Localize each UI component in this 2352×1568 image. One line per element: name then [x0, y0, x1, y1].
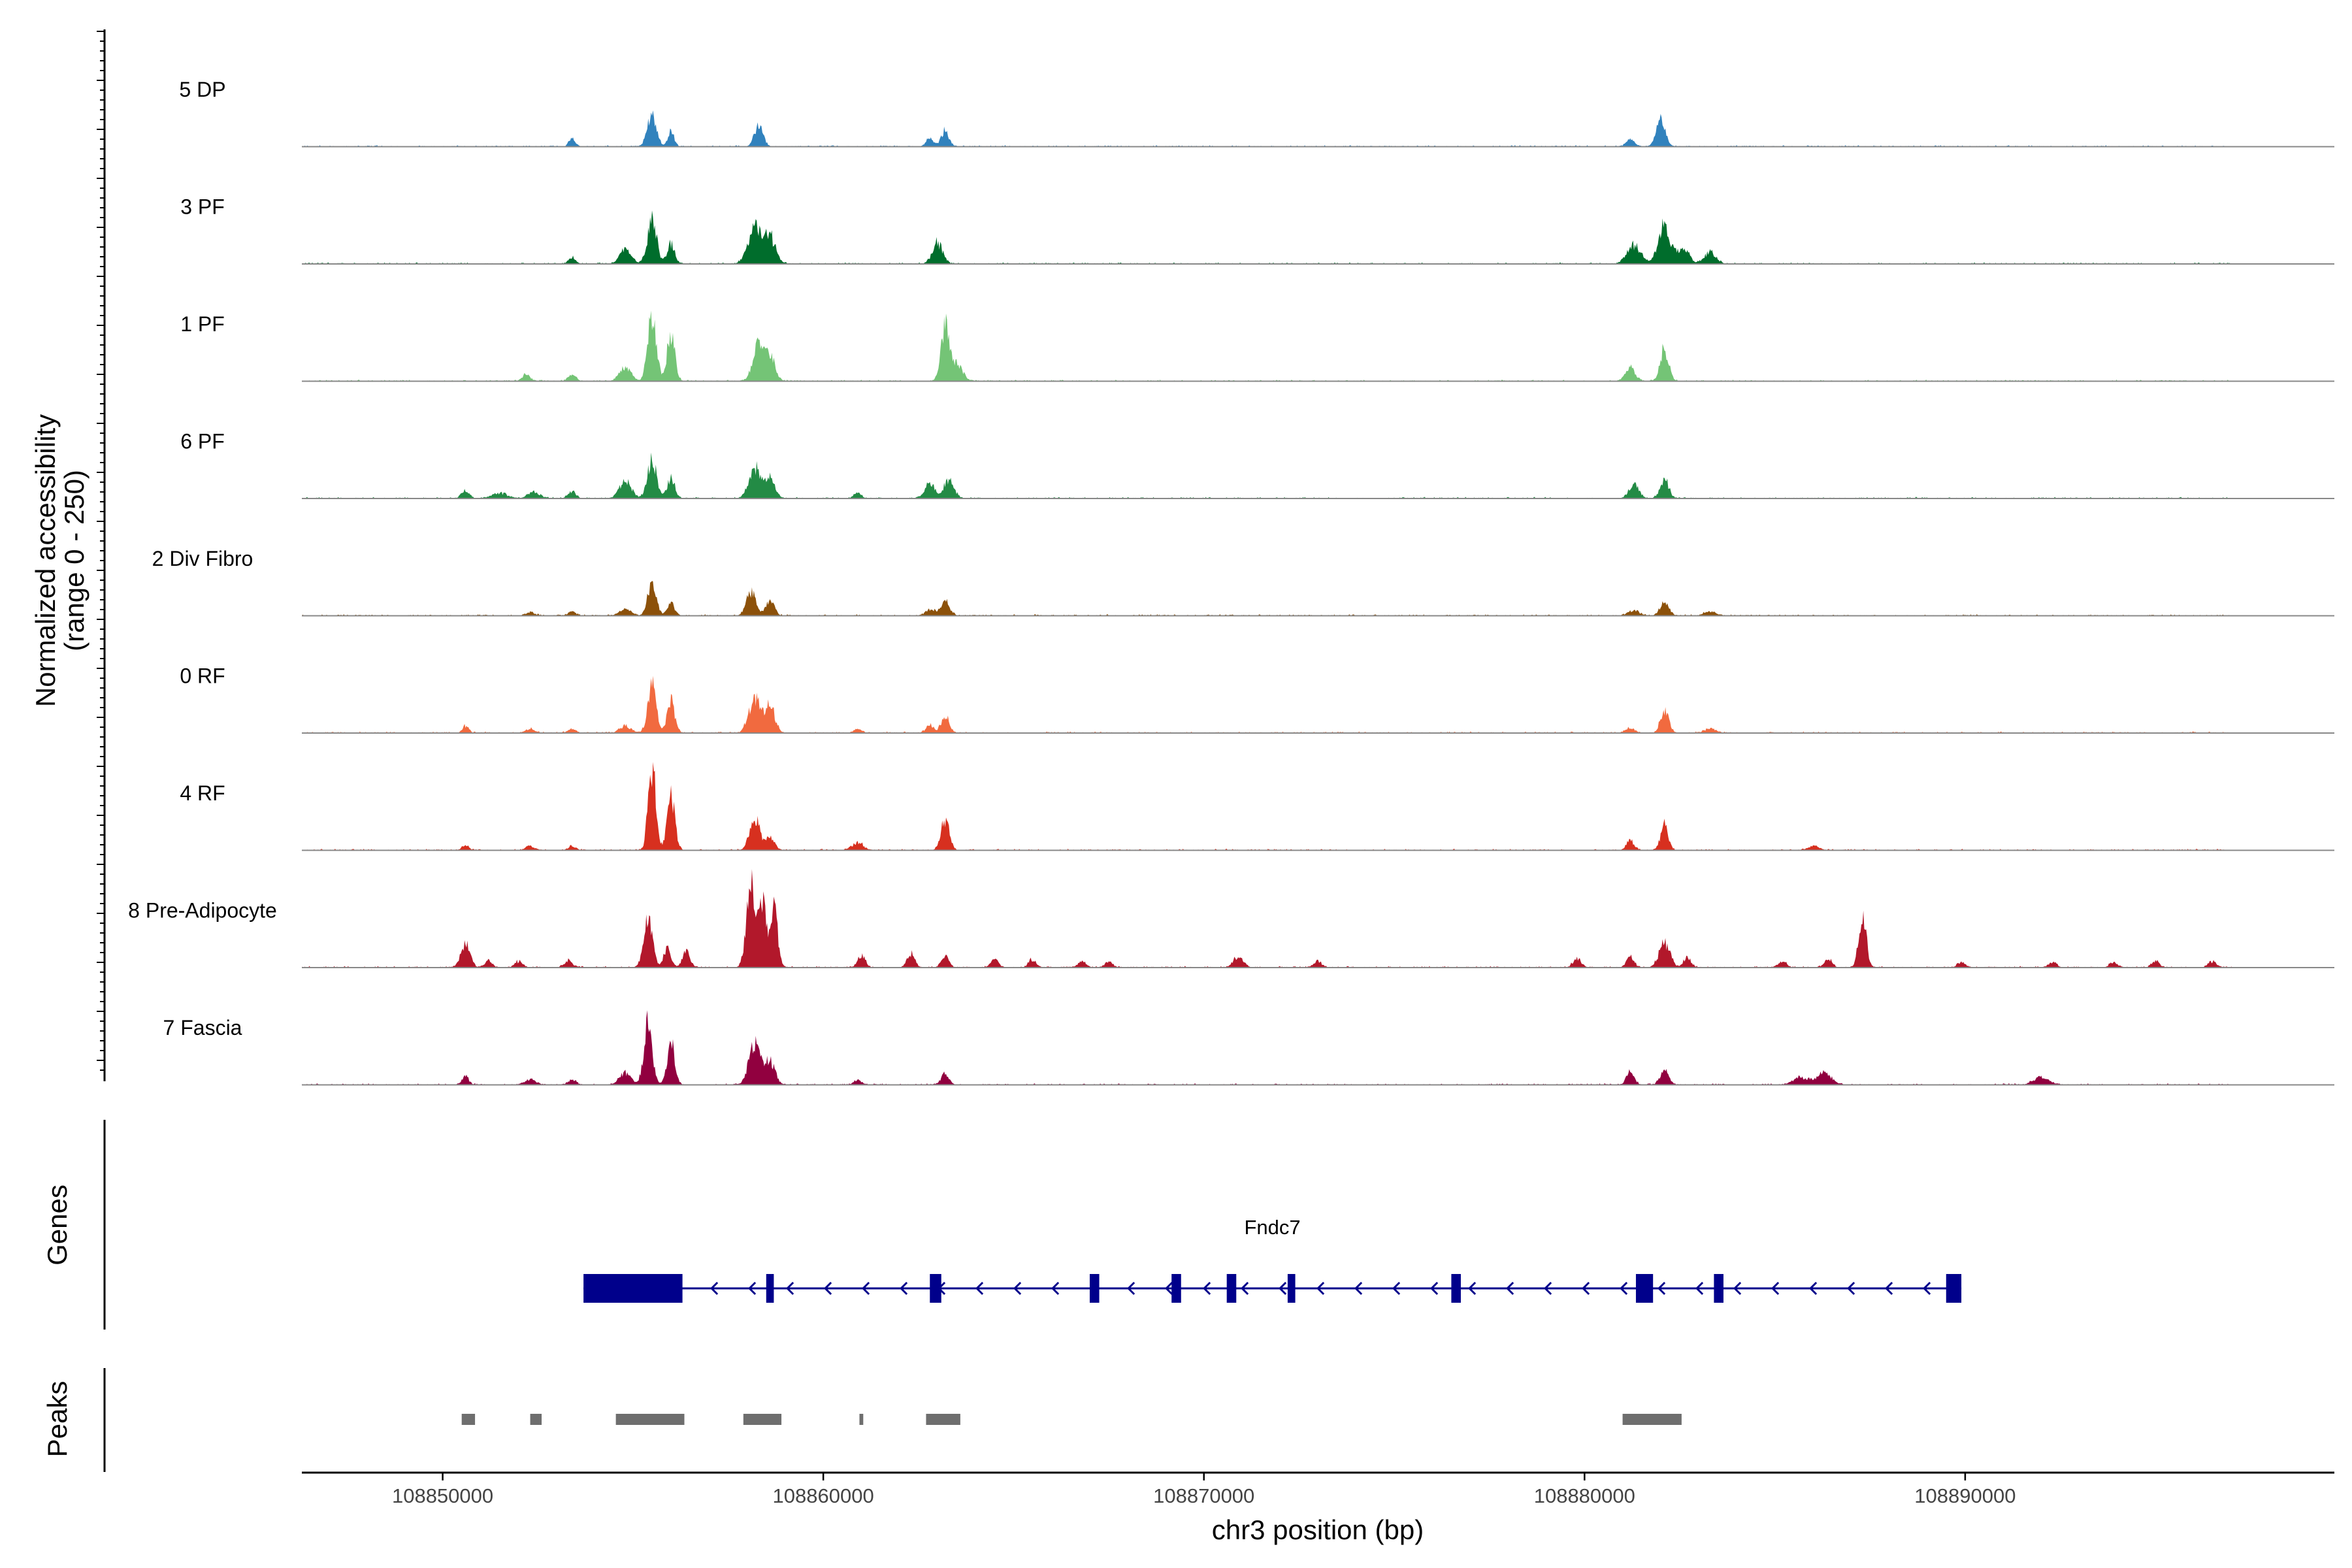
peak-region: [926, 1414, 960, 1425]
x-axis-ticks: 108850000 108860000 108870000 108880000 1088…: [392, 1473, 2016, 1507]
coverage-tracks: 5 DP 3 PF 1 PF 6 PF 2 Div Fibro 0 RF 4 RF 8 Pre…: [128, 78, 2334, 1086]
strand-arrow: [1316, 1281, 1325, 1296]
strand-arrow: [1240, 1281, 1249, 1296]
strand-arrow: [1695, 1281, 1704, 1296]
x-tick-label: 108880000: [1534, 1484, 1635, 1507]
strand-arrow: [1126, 1281, 1135, 1296]
track-label: 6 PF: [180, 430, 225, 453]
coverage-area: [302, 310, 2232, 382]
y-axis-title: Normalized accessibility: [30, 414, 61, 707]
strand-arrow: [1051, 1281, 1060, 1296]
x-tick-label: 108890000: [1914, 1484, 2016, 1507]
peak-region: [530, 1414, 542, 1425]
x-axis-title: chr3 position (bp): [1212, 1514, 1424, 1545]
genes-panel-label: Genes: [42, 1184, 73, 1266]
strand-arrow: [1808, 1281, 1818, 1296]
track-label: 4 RF: [180, 781, 225, 805]
y-axis-ticks: [97, 31, 105, 1071]
peak-region: [743, 1414, 782, 1425]
x-tick-label: 108850000: [392, 1484, 493, 1507]
strand-arrow: [1467, 1281, 1477, 1296]
strand-arrow: [975, 1281, 984, 1296]
strand-arrow: [1278, 1281, 1287, 1296]
coverage-area: [302, 110, 2232, 147]
strand-arrow: [1505, 1281, 1514, 1296]
gene-exon: [1089, 1274, 1100, 1303]
gene-exon: [1946, 1274, 1962, 1303]
coverage-area: [302, 581, 2232, 616]
coverage-track: 6 PF: [180, 430, 2334, 499]
coverage-track: 0 RF: [180, 664, 2334, 734]
track-label: 2 Div Fibro: [152, 547, 253, 570]
coverage-area: [302, 452, 2232, 498]
strand-arrow: [1202, 1281, 1211, 1296]
strand-arrow: [861, 1281, 870, 1296]
gene-exon: [1171, 1274, 1181, 1303]
strand-arrow: [1581, 1281, 1590, 1296]
strand-arrow: [1543, 1281, 1552, 1296]
gene-exon: [1714, 1274, 1723, 1303]
coverage-area: [302, 762, 2232, 851]
coverage-track: 7 Fascia: [163, 1010, 2334, 1086]
strand-arrow: [1429, 1281, 1439, 1296]
strand-arrow: [1013, 1281, 1022, 1296]
gene-exon: [1451, 1274, 1461, 1303]
coverage-track: 3 PF: [180, 195, 2334, 265]
peak-region: [461, 1414, 476, 1425]
coverage-area: [302, 676, 2232, 733]
gene-label: Fndc7: [1245, 1216, 1301, 1239]
gene-exon: [1226, 1274, 1237, 1303]
gene-exon: [766, 1274, 774, 1303]
strand-arrow: [1619, 1281, 1628, 1296]
strand-arrow: [1846, 1281, 1855, 1296]
gene-exon: [930, 1274, 941, 1303]
strand-arrow: [1164, 1281, 1173, 1296]
coverage-area: [302, 1010, 2232, 1085]
gene-exon: [583, 1274, 683, 1303]
x-tick-label: 108860000: [773, 1484, 874, 1507]
coverage-track: 2 Div Fibro: [152, 547, 2334, 617]
strand-arrow: [1922, 1281, 1931, 1296]
gene-exon: [1635, 1274, 1654, 1303]
gene-track: [583, 1274, 1962, 1303]
coverage-area: [302, 869, 2232, 968]
strand-arrow: [823, 1281, 832, 1296]
strand-arrow: [785, 1281, 794, 1296]
strand-arrow: [1392, 1281, 1401, 1296]
track-label: 1 PF: [180, 312, 225, 336]
y-axis-subtitle: (range 0 - 250): [59, 470, 90, 651]
strand-arrow: [710, 1281, 719, 1296]
peak-region: [615, 1414, 685, 1425]
coverage-track: 8 Pre-Adipocyte: [128, 869, 2334, 968]
track-label: 5 DP: [179, 78, 225, 101]
track-label: 8 Pre-Adipocyte: [128, 899, 277, 923]
strand-arrow: [747, 1281, 757, 1296]
track-label: 3 PF: [180, 195, 225, 219]
strand-arrow: [1733, 1281, 1742, 1296]
coverage-track: 4 RF: [180, 762, 2334, 851]
strand-arrow: [1884, 1281, 1893, 1296]
strand-arrow: [1657, 1281, 1666, 1296]
strand-arrow: [1354, 1281, 1363, 1296]
peak-region: [859, 1414, 864, 1425]
gene-exon: [1287, 1274, 1296, 1303]
coverage-area: [302, 210, 2232, 264]
peak-region: [1622, 1414, 1682, 1425]
peak-track: [461, 1414, 1682, 1425]
track-label: 0 RF: [180, 664, 225, 688]
peaks-panel-label: Peaks: [42, 1381, 73, 1458]
coverage-track: 5 DP: [179, 78, 2334, 148]
track-label: 7 Fascia: [163, 1016, 242, 1039]
coverage-track: 1 PF: [180, 310, 2334, 382]
strand-arrow: [899, 1281, 908, 1296]
y-axis: [97, 29, 106, 1081]
strand-arrow: [1771, 1281, 1780, 1296]
x-tick-label: 108870000: [1153, 1484, 1254, 1507]
